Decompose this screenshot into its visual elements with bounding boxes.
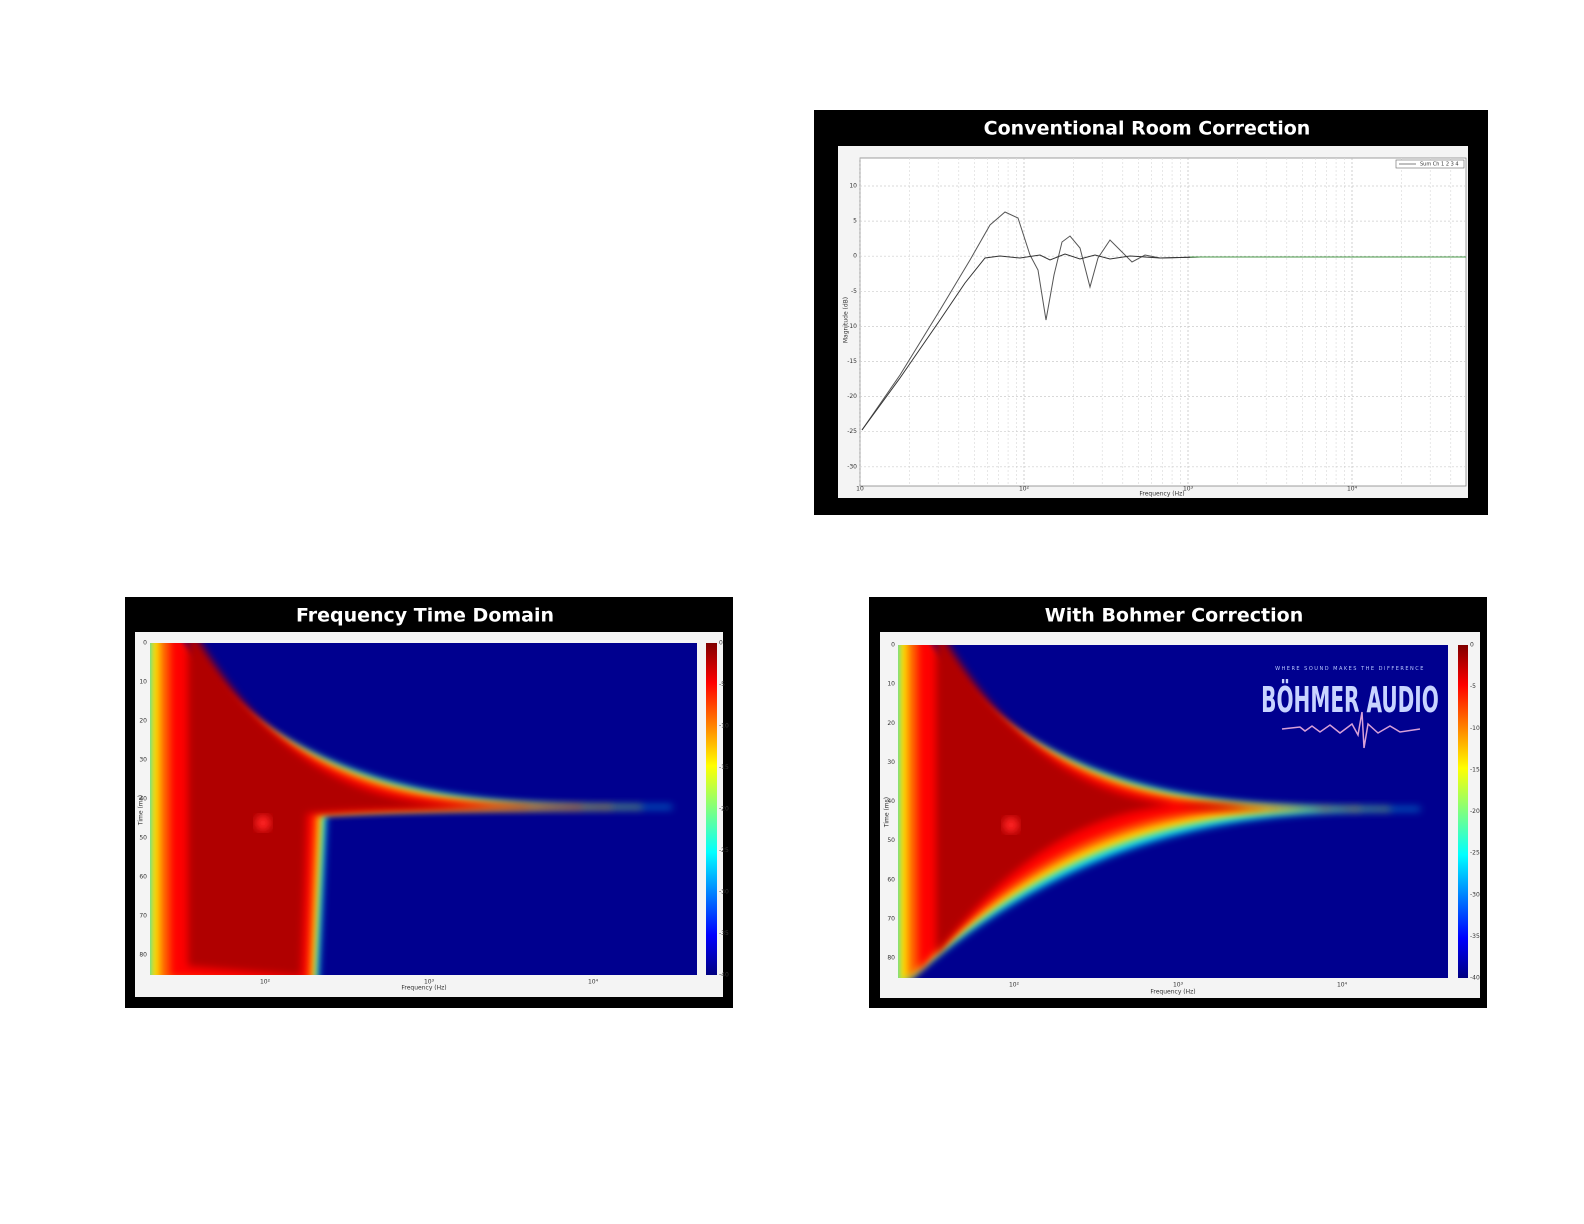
grid xyxy=(859,158,1466,486)
colorbar-tick-label: 0 xyxy=(1470,642,1474,649)
curve xyxy=(861,253,1201,431)
colorbar-tick-label: -10 xyxy=(719,723,729,730)
curve xyxy=(861,211,1201,431)
x-tick-label: 10⁴ xyxy=(1347,486,1358,493)
colorbar-tick-label: -25 xyxy=(1470,850,1480,857)
y-tick-label: 5 xyxy=(853,218,857,225)
heat-layer xyxy=(936,645,1276,955)
y-tick-label: 0 xyxy=(853,253,857,260)
colorbar-tick-label: -5 xyxy=(719,681,725,688)
x-tick-label: 10² xyxy=(260,979,271,986)
y-tick-label: -10 xyxy=(847,323,857,330)
heat-spot xyxy=(255,815,271,831)
legend xyxy=(1395,159,1465,169)
heatmap xyxy=(898,645,1420,978)
x-axis-label: Frequency (Hz) xyxy=(1150,989,1195,996)
panel-title: Frequency Time Domain xyxy=(296,605,554,627)
logo-name: BÖHMER AUDIO xyxy=(1261,677,1439,721)
y-tick-label: -30 xyxy=(847,463,857,470)
panel-title: With Bohmer Correction xyxy=(1045,605,1304,627)
y-tick-label: 30 xyxy=(887,759,895,766)
colorbar-tick-label: -35 xyxy=(719,930,729,937)
y-tick-label: 50 xyxy=(139,835,147,842)
y-tick-label: 10 xyxy=(887,681,895,688)
colorbar-tick-label: -30 xyxy=(1470,891,1480,898)
colorbar-tick-label: -40 xyxy=(719,972,729,979)
y-tick-label: 70 xyxy=(139,913,147,920)
colorbar xyxy=(706,643,717,975)
y-axis-label: Time (ms) xyxy=(884,797,891,828)
y-tick-label: -25 xyxy=(847,428,857,435)
y-tick-label: 60 xyxy=(139,874,147,881)
panel-title: Conventional Room Correction xyxy=(984,118,1311,140)
y-tick-label: 30 xyxy=(139,757,147,764)
y-tick-label: 0 xyxy=(143,640,147,647)
y-tick-label: 20 xyxy=(139,718,147,725)
colorbar-tick-label: -20 xyxy=(1470,808,1480,815)
colorbar-tick-label: -10 xyxy=(1470,725,1480,732)
colorbar-tick-label: -5 xyxy=(1470,683,1476,690)
y-tick-label: 80 xyxy=(139,952,147,959)
legend-label: Sum Ch 1 2 3 4 xyxy=(1420,162,1459,168)
x-axis-label: Frequency (Hz) xyxy=(401,985,446,992)
x-tick-label: 10⁴ xyxy=(1337,982,1348,989)
x-tick-label: 10³ xyxy=(424,979,435,986)
colorbar-tick-label: -25 xyxy=(719,847,729,854)
y-tick-label: 40 xyxy=(887,798,895,805)
x-tick-label: 10² xyxy=(1019,486,1030,493)
colorbar-tick-label: -15 xyxy=(1470,766,1480,773)
colorbar-tick-label: -15 xyxy=(719,764,729,771)
logo-wave xyxy=(1281,711,1421,749)
x-tick-label: 10³ xyxy=(1183,486,1194,493)
y-tick-label: 40 xyxy=(139,796,147,803)
y-tick-label: 20 xyxy=(887,720,895,727)
y-tick-label: 10 xyxy=(139,679,147,686)
x-tick-label: 10 xyxy=(856,486,864,493)
x-axis-label: Frequency (Hz) xyxy=(1139,491,1184,498)
y-tick-label: 70 xyxy=(887,915,895,922)
colorbar-tick-label: 0 xyxy=(719,640,723,647)
y-tick-label: 50 xyxy=(887,837,895,844)
colorbar-tick-label: -30 xyxy=(719,889,729,896)
x-tick-label: 10⁴ xyxy=(588,979,599,986)
colorbar-tick-label: -35 xyxy=(1470,933,1480,940)
y-axis-label: Time (ms) xyxy=(138,795,145,826)
y-tick-label: -5 xyxy=(851,288,857,295)
y-tick-label: 0 xyxy=(891,642,895,649)
y-axis-label: Magnitude (dB) xyxy=(843,297,850,343)
y-tick-label: -15 xyxy=(847,358,857,365)
colorbar-tick-label: -20 xyxy=(719,806,729,813)
y-tick-label: -20 xyxy=(847,393,857,400)
y-tick-label: 60 xyxy=(887,876,895,883)
logo-tagline: WHERE SOUND MAKES THE DIFFERENCE xyxy=(1275,666,1425,672)
heatmap xyxy=(150,643,672,975)
y-tick-label: 10 xyxy=(849,183,857,190)
heat-spot xyxy=(1003,817,1019,833)
colorbar-tick-label: -40 xyxy=(1470,975,1480,982)
x-tick-label: 10³ xyxy=(1173,982,1184,989)
y-tick-label: 80 xyxy=(887,955,895,962)
x-tick-label: 10² xyxy=(1009,982,1020,989)
plot-area xyxy=(859,157,1467,487)
colorbar xyxy=(1458,645,1468,978)
heat-layer xyxy=(188,643,528,975)
